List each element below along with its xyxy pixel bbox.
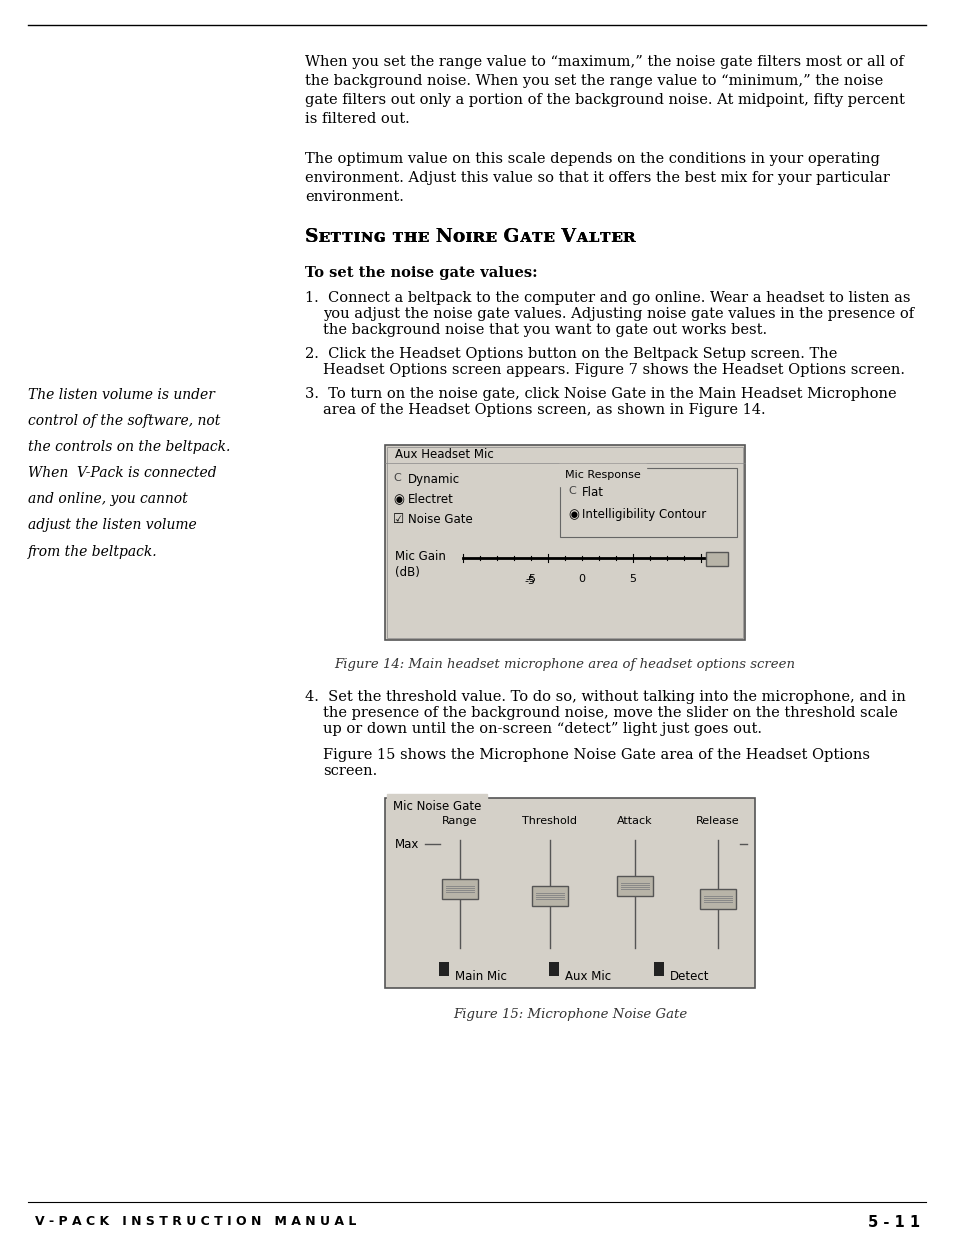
Text: ◉: ◉	[567, 508, 578, 521]
Text: Figure 14: Main headset microphone area of headset options screen: Figure 14: Main headset microphone area …	[335, 658, 795, 671]
Text: Mic Noise Gate: Mic Noise Gate	[393, 800, 481, 813]
Text: 4.  Set the threshold value. To do so, without talking into the microphone, and : 4. Set the threshold value. To do so, wi…	[305, 690, 905, 704]
Text: V - P A C K   I N S T R U C T I O N   M A N U A L: V - P A C K I N S T R U C T I O N M A N …	[35, 1215, 356, 1228]
Text: area of the Headset Options screen, as shown in Figure 14.: area of the Headset Options screen, as s…	[323, 403, 765, 417]
Text: Sᴇᴛᴛɪɴɢ ᴛʜᴇ Nᴏɪʀᴇ Gᴀᴛᴇ Vᴀʟᴛᴇʀ: Sᴇᴛᴛɪɴɢ ᴛʜᴇ Nᴏɪʀᴇ Gᴀᴛᴇ Vᴀʟᴛᴇʀ	[305, 228, 635, 246]
Text: Flat: Flat	[581, 487, 603, 499]
Bar	[441, 879, 477, 899]
Text: Electret: Electret	[408, 493, 454, 506]
Text: Max: Max	[395, 839, 419, 851]
Text: -5: -5	[524, 576, 535, 585]
Text: you adjust the noise gate values. Adjusting noise gate values in the presence of: you adjust the noise gate values. Adjust…	[323, 308, 913, 321]
Text: Dynamic: Dynamic	[408, 473, 459, 487]
Text: Aux Mic: Aux Mic	[564, 969, 611, 983]
Bar	[385, 445, 744, 640]
Bar	[700, 889, 735, 909]
Text: The optimum value on this scale depends on the conditions in your operating
envi: The optimum value on this scale depends …	[305, 152, 889, 204]
Text: Mic Response: Mic Response	[564, 471, 640, 480]
Bar	[438, 962, 449, 976]
Text: When you set the range value to “maximum,” the noise gate filters most or all of: When you set the range value to “maximum…	[305, 56, 904, 126]
Text: Main Mic: Main Mic	[455, 969, 506, 983]
Bar	[617, 876, 652, 897]
Text: To set the noise gate values:: To set the noise gate values:	[305, 266, 537, 280]
Bar	[705, 552, 727, 566]
Bar	[385, 798, 754, 988]
Text: Figure 15: Microphone Noise Gate: Figure 15: Microphone Noise Gate	[453, 1008, 686, 1021]
Bar	[654, 962, 663, 976]
Text: Sᴇᴛᴛɪɴɢ ᴛʜᴇ Nᴏɪʀᴇ Gᴀᴛᴇ Vᴀʟᴛᴇʀ: Sᴇᴛᴛɪɴɢ ᴛʜᴇ Nᴏɪʀᴇ Gᴀᴛᴇ Vᴀʟᴛᴇʀ	[305, 228, 635, 246]
Text: 0: 0	[578, 574, 585, 584]
Text: C: C	[567, 487, 576, 496]
Text: Aux Headset Mic: Aux Headset Mic	[395, 448, 494, 461]
Text: (dB): (dB)	[395, 566, 419, 579]
Text: Figure 15 shows the Microphone Noise Gate area of the Headset Options: Figure 15 shows the Microphone Noise Gat…	[323, 748, 869, 762]
Text: ◉: ◉	[393, 493, 403, 506]
Text: up or down until the on-screen “detect” light just goes out.: up or down until the on-screen “detect” …	[323, 722, 761, 736]
Text: 5: 5	[629, 574, 636, 584]
Text: Headset Options screen appears. Figure 7 shows the Headset Options screen.: Headset Options screen appears. Figure 7…	[323, 363, 904, 377]
Text: Range: Range	[442, 816, 477, 826]
Text: -5: -5	[525, 574, 536, 584]
Text: Threshold: Threshold	[522, 816, 577, 826]
Text: 1.  Connect a beltpack to the computer and go online. Wear a headset to listen a: 1. Connect a beltpack to the computer an…	[305, 291, 909, 305]
Bar	[387, 447, 742, 638]
Text: ☑: ☑	[393, 513, 404, 526]
Text: The listen volume is under
control of the software, not
the controls on the belt: The listen volume is under control of th…	[28, 388, 230, 558]
Text: Detect: Detect	[669, 969, 709, 983]
Text: Intelligibility Contour: Intelligibility Contour	[581, 508, 705, 521]
Bar	[548, 962, 558, 976]
Text: Release: Release	[696, 816, 739, 826]
Text: 5 - 1 1: 5 - 1 1	[867, 1215, 919, 1230]
Text: Attack: Attack	[617, 816, 652, 826]
Bar	[532, 885, 567, 906]
Text: 3.  To turn on the noise gate, click Noise Gate in the Main Headset Microphone: 3. To turn on the noise gate, click Nois…	[305, 387, 896, 401]
Text: the presence of the background noise, move the slider on the threshold scale: the presence of the background noise, mo…	[323, 706, 897, 720]
Text: Noise Gate: Noise Gate	[408, 513, 473, 526]
Bar	[559, 468, 737, 537]
Text: C: C	[393, 473, 400, 483]
Text: Mic Gain: Mic Gain	[395, 550, 445, 563]
Text: the background noise that you want to gate out works best.: the background noise that you want to ga…	[323, 324, 766, 337]
Text: screen.: screen.	[323, 764, 376, 778]
Text: 2.  Click the Headset Options button on the Beltpack Setup screen. The: 2. Click the Headset Options button on t…	[305, 347, 837, 361]
